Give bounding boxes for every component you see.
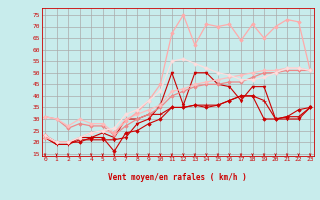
X-axis label: Vent moyen/en rafales ( km/h ): Vent moyen/en rafales ( km/h ) — [108, 173, 247, 182]
